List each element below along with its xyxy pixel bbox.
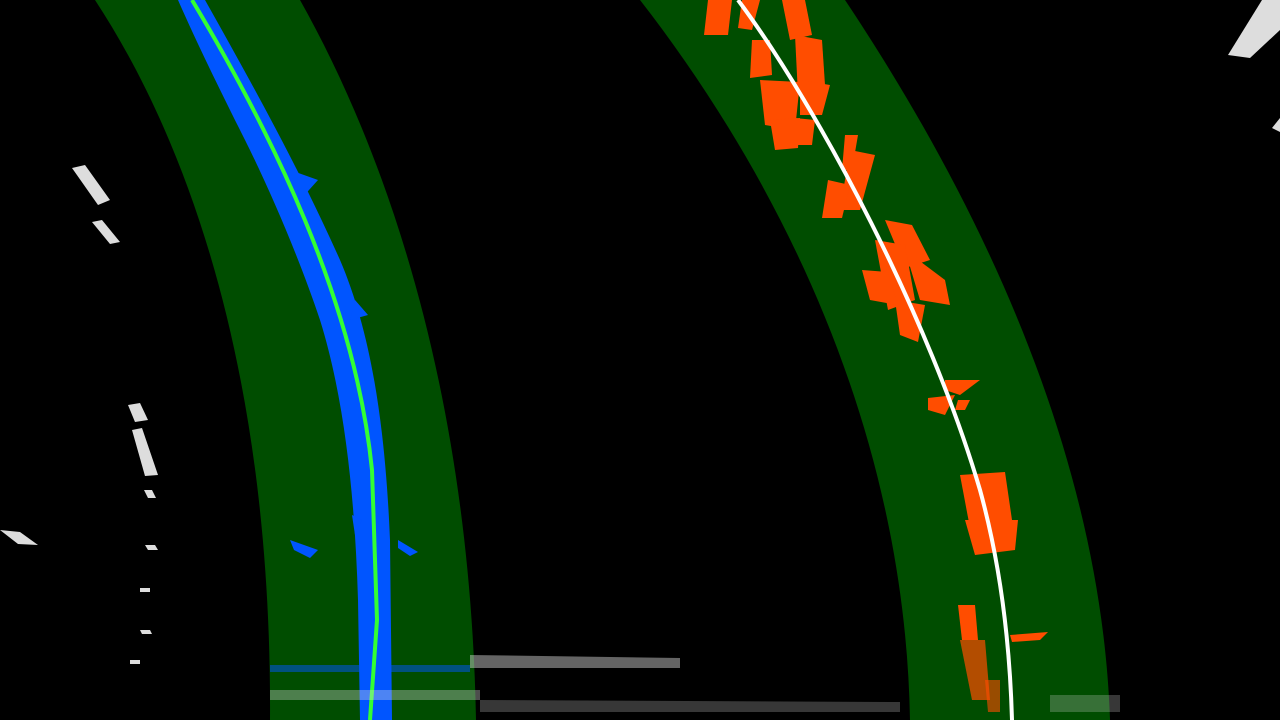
left-fit-line bbox=[190, 0, 380, 720]
right-fit-line bbox=[736, 0, 1014, 720]
right-lane-pixels bbox=[704, 0, 1048, 712]
left-lane-pixels bbox=[178, 0, 470, 720]
